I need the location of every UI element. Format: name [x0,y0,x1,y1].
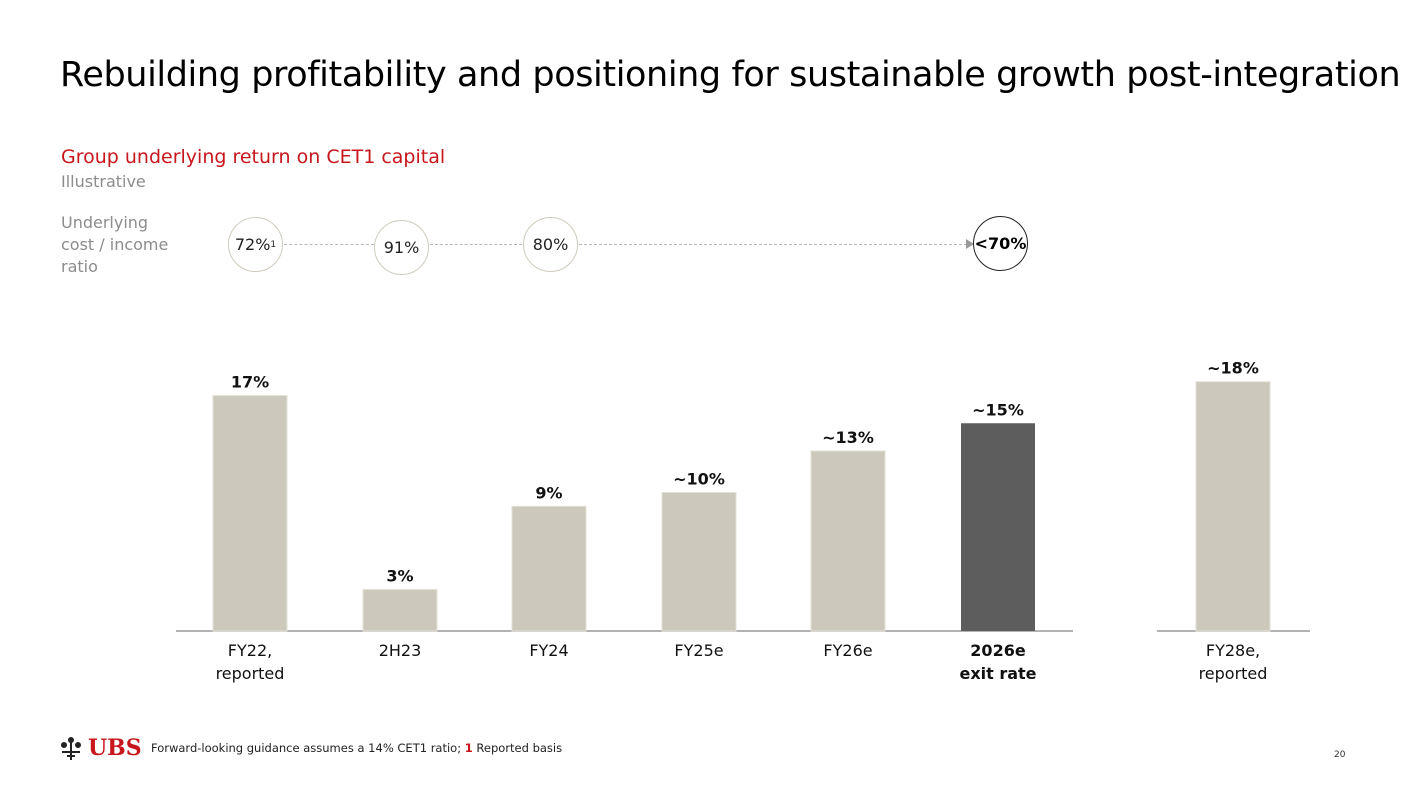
bar-2026e [961,423,1035,631]
cost-income-circle-fy22: 72% 1 [228,217,283,272]
ratio-label-line-3: ratio [61,257,98,276]
bar-fy25e [661,492,737,632]
ratio-arrow-icon [966,239,974,249]
data-label: ~15% [972,400,1024,419]
data-label: 17% [231,373,269,392]
keys-icon [61,737,81,760]
cost-income-value: <70% [974,234,1027,253]
chart-subtitle: Group underlying return on CET1 capital [61,146,446,168]
cost-income-value: 91% [383,238,420,257]
data-label: ~10% [673,470,725,489]
category-label: FY26e [823,641,872,660]
page-number: 20 [1334,750,1346,760]
cost-income-value: 80% [532,235,569,254]
category-label: 2026e [970,641,1026,660]
footnote: Forward-looking guidance assumes a 14% C… [151,741,562,755]
category-label: FY28e, [1206,641,1260,660]
data-label: ~18% [1207,359,1259,378]
ratio-connector-3 [579,244,967,245]
category-label: reported [1199,664,1268,683]
category-label: 2H23 [379,641,422,660]
page-title: Rebuilding profitability and positioning… [60,55,1401,95]
bar-fy22 [212,395,288,632]
category-label: FY24 [529,641,568,660]
cost-income-ratio-label: Underlying cost / income ratio [61,212,201,278]
category-label: FY22, [228,641,272,660]
cost-income-circle-2h23: 91% [374,220,429,275]
footnote-ref-text: Reported basis [476,741,563,755]
cost-income-value: 72% [234,235,271,254]
bar-fy24 [511,505,587,632]
bar-fy26e [810,450,886,632]
ratio-connector-1 [284,244,374,245]
category-label: reported [216,664,285,683]
category-label: FY25e [674,641,723,660]
data-label: ~13% [822,428,874,447]
data-label: 9% [535,483,562,502]
cost-income-circle-2026e: <70% [973,216,1028,271]
category-label: exit rate [959,664,1036,683]
illustrative-note: Illustrative [61,172,146,191]
cost-income-circle-fy24: 80% [523,217,578,272]
data-label: 3% [386,566,413,585]
bar-2h23 [362,588,438,632]
ubs-wordmark: UBS [88,735,142,761]
footnote-ref: 1 [464,741,473,755]
bar-fy28e [1195,381,1271,632]
ubs-logo: UBS [58,734,142,762]
footnote-text: Forward-looking guidance assumes a 14% C… [151,741,462,755]
ratio-connector-2 [430,244,522,245]
ratio-label-line-2: cost / income [61,235,169,254]
ratio-label-line-1: Underlying [61,213,149,232]
